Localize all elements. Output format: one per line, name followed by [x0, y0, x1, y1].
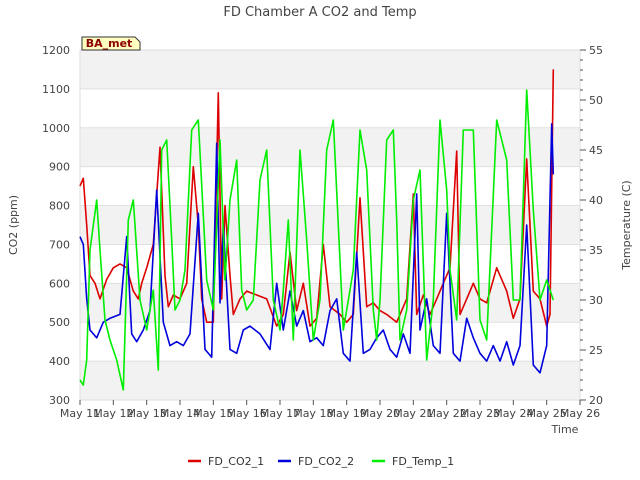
y2-tick-label: 30 [589, 294, 603, 307]
grid-band [80, 50, 580, 89]
badge-box [81, 36, 141, 51]
y2-tick-label: 20 [589, 394, 603, 407]
y-tick-label: 500 [49, 316, 70, 329]
y-tick-label: 600 [49, 277, 70, 290]
x-tick-label: May 25 [527, 407, 567, 420]
series-line-fd-temp-1 [79, 89, 555, 391]
plot-frame [79, 49, 581, 401]
x-tick-label: May 19 [327, 407, 367, 420]
legend-label: FD_CO2_1 [208, 455, 264, 468]
y2-axis-title: Temperature (C) [620, 180, 633, 270]
y2-tick-label: 45 [589, 144, 603, 157]
grid-band [80, 361, 580, 400]
legend: FD_CO2_1 FD_CO2_2 FD_Temp_1 [188, 455, 454, 468]
legend-label: FD_Temp_1 [392, 455, 454, 468]
badge-label: BA_met [86, 37, 133, 50]
y-tick-label: 1200 [42, 44, 70, 57]
x-tick-label: May 22 [427, 407, 467, 420]
y2-tick-label: 55 [589, 44, 603, 57]
axis-ticks: 300 400 500 600 700 800 900 1000 1100 1200 20 25 30 3… [42, 44, 603, 420]
chart-title: FD Chamber A CO2 and Temp [223, 5, 416, 20]
x-tick-label: May 15 [193, 407, 233, 420]
y2-tick-label: 40 [589, 194, 603, 207]
y-tick-label: 900 [49, 161, 70, 174]
legend-label: FD_CO2_2 [298, 455, 354, 468]
x-tick-label: May 20 [360, 407, 400, 420]
y-axis-title: CO2 (ppm) [7, 195, 20, 255]
x-tick-label: May 21 [393, 407, 433, 420]
series-line-fd-co2-1 [79, 69, 555, 327]
series-layer [79, 69, 555, 391]
y-tick-label: 1000 [42, 122, 70, 135]
x-axis-title: Time [551, 423, 579, 436]
station-badge: BA_met [81, 36, 141, 51]
x-tick-label: May 18 [293, 407, 333, 420]
x-tick-label: May 12 [93, 407, 133, 420]
series-line-fd-co2-2 [79, 123, 555, 374]
x-tick-label: May 24 [493, 407, 533, 420]
x-tick-label: May 13 [127, 407, 167, 420]
x-tick-label: May 23 [460, 407, 500, 420]
y2-tick-label: 50 [589, 94, 603, 107]
x-tick-label: May 16 [227, 407, 267, 420]
x-tick-label: May 17 [260, 407, 300, 420]
x-tick-label: May 11 [60, 407, 100, 420]
y2-tick-label: 25 [589, 344, 603, 357]
y2-tick-label: 35 [589, 244, 603, 257]
y-tick-label: 1100 [42, 83, 70, 96]
y-tick-label: 300 [49, 394, 70, 407]
x-tick-label: May 14 [160, 407, 200, 420]
y-tick-label: 700 [49, 238, 70, 251]
x-tick-label: May 26 [560, 407, 600, 420]
y-tick-label: 800 [49, 200, 70, 213]
y-tick-label: 400 [49, 355, 70, 368]
